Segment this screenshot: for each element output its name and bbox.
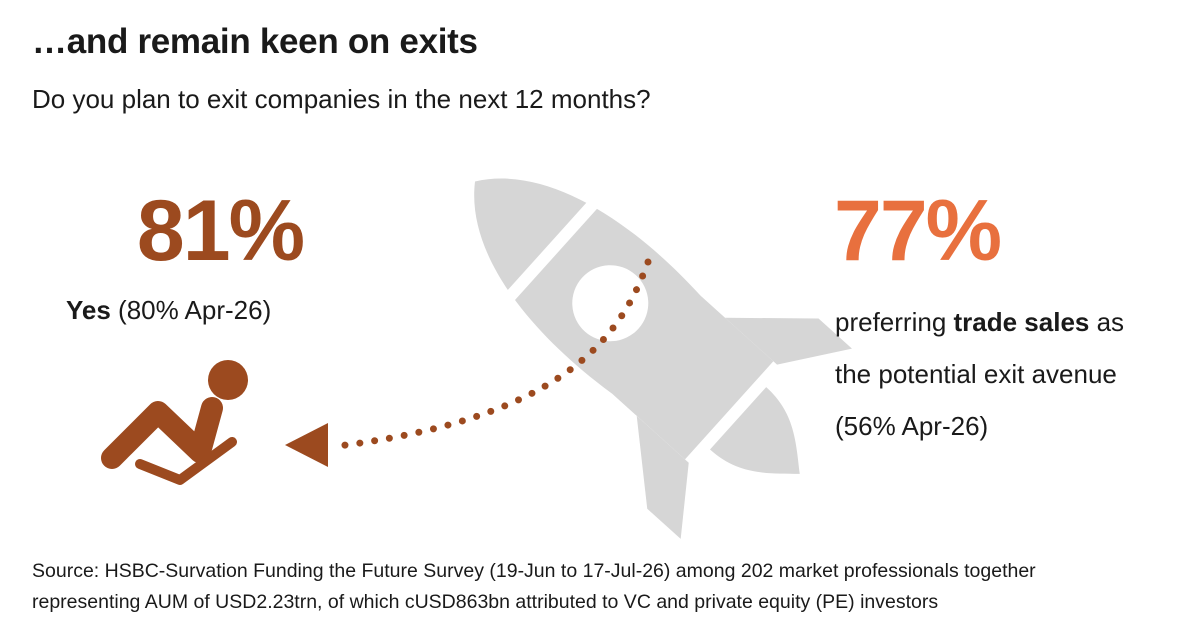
stat-label-yes: Yes (80% Apr-26) (66, 295, 271, 326)
source-line-1: Source: HSBC-Survation Funding the Futur… (32, 560, 1036, 582)
rocket-icon (474, 178, 852, 539)
page-subtitle: Do you plan to exit companies in the nex… (32, 84, 651, 114)
desc-line-3: (56% Apr-26) (835, 411, 989, 441)
stat-description-trade-sales: preferring trade sales as the potential … (835, 296, 1185, 452)
dotted-arrow-icon (285, 258, 652, 467)
desc-strong: trade sales (953, 307, 1090, 337)
label-yes-strong: Yes (66, 295, 111, 325)
reclining-person-icon (101, 360, 248, 485)
stat-value-trade-sales: 77% (834, 183, 1002, 279)
desc-line-2: the potential exit avenue (835, 359, 1117, 389)
source-line-2: representing AUM of USD2.23trn, of which… (32, 591, 939, 613)
label-yes-rest: (80% Apr-26) (110, 295, 272, 325)
desc-line-1: preferring trade sales as (835, 296, 1185, 348)
desc-pre: preferring (835, 307, 954, 337)
source-note: Source: HSBC-Survation Funding the Futur… (32, 556, 1182, 618)
page-title: …and remain keen on exits (32, 22, 478, 61)
stat-value-yes: 81% (136, 183, 305, 279)
desc-post: as (1089, 307, 1125, 337)
